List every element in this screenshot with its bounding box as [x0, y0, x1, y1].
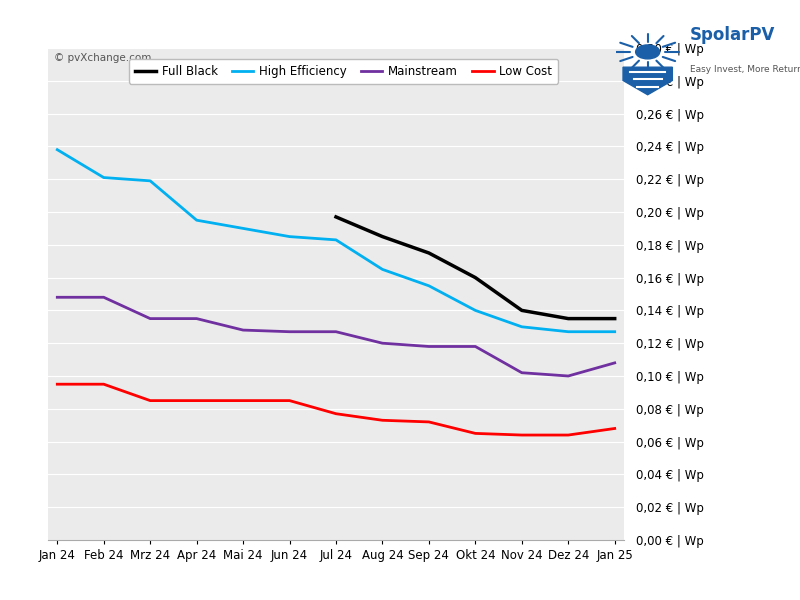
- Low Cost: [285, 397, 294, 404]
- Full Black: [517, 307, 526, 314]
- Mainstream: [563, 373, 573, 380]
- Text: Easy Invest, More Returns: Easy Invest, More Returns: [690, 65, 800, 74]
- High Efficiency: [378, 266, 387, 273]
- Text: © pvXchange.com: © pvXchange.com: [54, 53, 151, 63]
- Legend: Full Black, High Efficiency, Mainstream, Low Cost: Full Black, High Efficiency, Mainstream,…: [129, 59, 558, 83]
- High Efficiency: [470, 307, 480, 314]
- High Efficiency: [146, 177, 155, 184]
- Full Black: [331, 214, 341, 221]
- Low Cost: [378, 416, 387, 424]
- Mainstream: [146, 315, 155, 322]
- Full Black: [610, 315, 619, 322]
- High Efficiency: [285, 233, 294, 240]
- Mainstream: [285, 328, 294, 335]
- Low Cost: [99, 380, 109, 388]
- High Efficiency: [517, 323, 526, 331]
- Line: High Efficiency: High Efficiency: [58, 149, 614, 332]
- High Efficiency: [424, 282, 434, 289]
- Low Cost: [424, 418, 434, 425]
- Low Cost: [331, 410, 341, 418]
- Low Cost: [53, 380, 62, 388]
- High Efficiency: [610, 328, 619, 335]
- Low Cost: [470, 430, 480, 437]
- High Efficiency: [238, 225, 248, 232]
- Text: SpolarPV: SpolarPV: [690, 26, 775, 44]
- Mainstream: [53, 293, 62, 301]
- Polygon shape: [623, 67, 672, 95]
- Full Black: [470, 274, 480, 281]
- Low Cost: [192, 397, 202, 404]
- Mainstream: [424, 343, 434, 350]
- Mainstream: [378, 340, 387, 347]
- Line: Full Black: Full Black: [336, 217, 614, 319]
- Low Cost: [146, 397, 155, 404]
- High Efficiency: [563, 328, 573, 335]
- Full Black: [424, 250, 434, 257]
- Mainstream: [99, 293, 109, 301]
- Mainstream: [610, 359, 619, 367]
- Low Cost: [517, 431, 526, 439]
- High Efficiency: [99, 174, 109, 181]
- Mainstream: [517, 369, 526, 376]
- Mainstream: [331, 328, 341, 335]
- Low Cost: [610, 425, 619, 432]
- High Efficiency: [331, 236, 341, 244]
- High Efficiency: [53, 146, 62, 153]
- Line: Mainstream: Mainstream: [58, 297, 614, 376]
- Mainstream: [470, 343, 480, 350]
- Low Cost: [563, 431, 573, 439]
- Mainstream: [238, 326, 248, 334]
- Mainstream: [192, 315, 202, 322]
- Full Black: [378, 233, 387, 240]
- Full Black: [563, 315, 573, 322]
- High Efficiency: [192, 217, 202, 224]
- Circle shape: [636, 45, 660, 59]
- Low Cost: [238, 397, 248, 404]
- Line: Low Cost: Low Cost: [58, 384, 614, 435]
